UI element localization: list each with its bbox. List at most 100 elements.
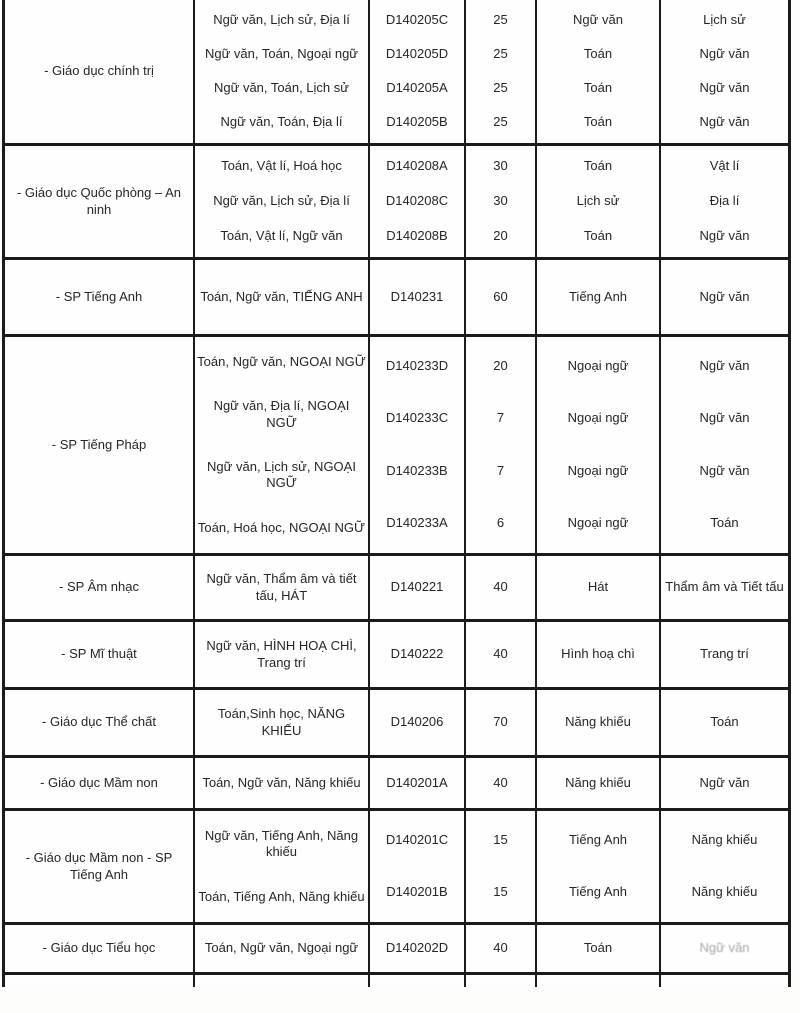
secondary-subject-cell: Vật lí Địa lí Ngữ văn	[661, 146, 788, 257]
code-value: D140233B	[386, 462, 448, 478]
empty-cell	[537, 975, 661, 987]
quotas-cell: 40	[466, 556, 537, 619]
quotas-cell: 15 15	[466, 811, 537, 922]
major-cell: - SP Tiếng Anh	[5, 260, 195, 334]
major-label: - Giáo dục Quốc phòng – An ninh	[16, 184, 182, 217]
secondary-subject-cell: Năng khiếu Năng khiếu	[661, 811, 788, 922]
secondary-subject-value: Ngữ văn	[699, 357, 750, 373]
major-label: - Giáo dục chính trị	[44, 63, 154, 79]
secondary-subject-cell: Ngữ văn Ngữ văn Ngữ văn Toán	[661, 337, 788, 553]
code-value: D140233A	[386, 515, 448, 531]
main-subject-value: Toán	[583, 45, 613, 61]
main-subject-cell: Toán	[537, 925, 661, 972]
main-subject-value: Năng khiếu	[565, 714, 631, 730]
secondary-subject-value-watermarked: Ngữ văn	[699, 940, 750, 956]
combos-cell: Toán, Ngữ văn, TIẾNG ANH	[195, 260, 370, 334]
combo-value: Ngữ văn, Lịch sử, Địa lí	[213, 193, 350, 209]
codes-cell: D140205C D140205D D140205A D140205B	[370, 0, 466, 143]
secondary-subject-value: Địa lí	[709, 193, 740, 209]
combos-cell: Toán, Vật lí, Hoá học Ngữ văn, Lịch sử, …	[195, 146, 370, 257]
major-label: - SP Tiếng Pháp	[51, 436, 147, 452]
quotas-cell: 70	[466, 690, 537, 755]
major-cell: - Giáo dục Mầm non	[5, 758, 195, 808]
main-subject-cell: Tiếng Anh	[537, 260, 661, 334]
group-gd-quoc-phong: - Giáo dục Quốc phòng – An ninh Toán, Vậ…	[5, 146, 788, 260]
quota-value: 30	[493, 158, 508, 174]
secondary-subject-value: Năng khiếu	[691, 884, 758, 900]
secondary-subject-value: Ngữ văn	[699, 80, 750, 96]
group-gd-mam-non: - Giáo dục Mầm non Toán, Ngữ văn, Năng k…	[5, 758, 788, 811]
group-gd-the-chat: - Giáo dục Thể chất Toán,Sinh học, NĂNG …	[5, 690, 788, 758]
secondary-subject-value: Ngữ văn	[699, 288, 750, 304]
secondary-subject-cell: Thẩm âm và Tiết tấu	[661, 556, 788, 619]
code-value: D140208B	[386, 228, 448, 244]
combos-cell: Toán,Sinh học, NĂNG KHIẾU	[195, 690, 370, 755]
secondary-subject-value: Ngữ văn	[699, 410, 750, 426]
group-gd-mam-non-sp-tieng-anh: - Giáo dục Mầm non - SP Tiếng Anh Ngữ vă…	[5, 811, 788, 925]
quota-value: 7	[496, 410, 505, 426]
combo-value: Ngữ văn, Lịch sử, NGOẠI NGỮ	[207, 458, 356, 491]
secondary-subject-cell: Ngữ văn	[661, 925, 788, 972]
code-value: D140201B	[386, 884, 448, 900]
quota-value: 25	[493, 45, 508, 61]
quotas-cell: 60	[466, 260, 537, 334]
main-subject-value: Hình hoạ chì	[561, 646, 635, 662]
code-value: D140233D	[385, 357, 449, 373]
secondary-subject-value: Trang trí	[700, 646, 749, 662]
empty-cell	[466, 975, 537, 987]
quota-value: 25	[493, 80, 508, 96]
major-label: - Giáo dục Mầm non - SP Tiếng Anh	[25, 849, 173, 882]
major-label: - Giáo dục Tiểu học	[42, 940, 156, 956]
secondary-subject-value: Vật lí	[709, 158, 740, 174]
quotas-cell: 25 25 25 25	[466, 0, 537, 143]
main-subject-value: Ngoại ngữ	[567, 357, 629, 373]
combo-value: Toán, Vật lí, Hoá học	[221, 158, 342, 174]
code-value: D140208C	[385, 193, 449, 209]
secondary-subject-cell: Ngữ văn	[661, 260, 788, 334]
codes-cell: D140206	[370, 690, 466, 755]
combo-value: Ngữ văn, Toán, Địa lí	[220, 114, 343, 130]
main-subject-cell: Hình hoạ chì	[537, 622, 661, 687]
main-subject-value: Tiếng Anh	[568, 288, 628, 304]
secondary-subject-cell: Ngữ văn	[661, 758, 788, 808]
quota-value: 15	[493, 884, 508, 900]
empty-cell	[661, 975, 788, 987]
code-value: D140201A	[386, 774, 448, 790]
codes-cell: D140221	[370, 556, 466, 619]
group-sp-tieng-phap: - SP Tiếng Pháp Toán, Ngữ văn, NGOẠI NGỮ…	[5, 337, 788, 556]
combo-value: Toán,Sinh học, NĂNG KHIẾU	[217, 705, 346, 738]
combo-value: Toán, Ngữ văn, NGOẠI NGỮ	[197, 353, 366, 369]
main-subject-cell: Tiếng Anh Tiếng Anh	[537, 811, 661, 922]
quotas-cell: 40	[466, 622, 537, 687]
quotas-cell: 40	[466, 925, 537, 972]
combo-value: Ngữ văn, Tiếng Anh, Năng khiếu	[204, 827, 359, 860]
quota-value: 40	[493, 774, 508, 790]
admissions-table: - Giáo dục chính trị Ngữ văn, Lịch sử, Đ…	[2, 0, 791, 987]
secondary-subject-value: Ngữ văn	[699, 774, 750, 790]
major-cell: - SP Âm nhạc	[5, 556, 195, 619]
combo-value: Ngữ văn, Toán, Lịch sử	[214, 80, 349, 96]
combo-value: Toán, Tiếng Anh, Năng khiếu	[198, 888, 365, 904]
group-sp-tieng-anh: - SP Tiếng Anh Toán, Ngữ văn, TIẾNG ANH …	[5, 260, 788, 337]
secondary-subject-value: Ngữ văn	[699, 45, 750, 61]
code-value: D140205D	[385, 45, 449, 61]
combo-value: Toán, Hoá học, NGOẠI NGỮ	[197, 519, 366, 535]
codes-cell: D140233D D140233C D140233B D140233A	[370, 337, 466, 553]
combo-value: Toán, Ngữ văn, Năng khiếu	[202, 774, 361, 790]
main-subject-value: Hát	[587, 579, 609, 595]
combos-cell: Toán, Ngữ văn, Ngoại ngữ	[195, 925, 370, 972]
quota-value: 40	[493, 940, 508, 956]
combo-value: Ngữ văn, Lịch sử, Địa lí	[213, 11, 350, 27]
codes-cell: D140208A D140208C D140208B	[370, 146, 466, 257]
quota-value: 40	[493, 646, 508, 662]
secondary-subject-value: Toán	[710, 515, 739, 531]
quota-value: 25	[493, 11, 508, 27]
secondary-subject-cell: Trang trí	[661, 622, 788, 687]
combo-value: Ngữ văn, Địa lí, NGOẠI NGỮ	[213, 397, 350, 430]
code-value: D140231	[390, 288, 444, 304]
secondary-subject-cell: Lịch sử Ngữ văn Ngữ văn Ngữ văn	[661, 0, 788, 143]
code-value: D140208A	[386, 158, 448, 174]
major-cell: - Giáo dục Mầm non - SP Tiếng Anh	[5, 811, 195, 922]
combo-value: Ngữ văn, Thẩm âm và tiết tấu, HÁT	[206, 570, 357, 603]
